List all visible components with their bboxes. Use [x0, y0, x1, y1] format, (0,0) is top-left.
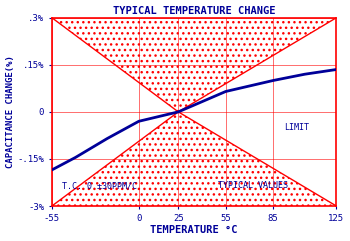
Text: LIMIT: LIMIT [284, 123, 309, 132]
Title: TYPICAL TEMPERATURE CHANGE: TYPICAL TEMPERATURE CHANGE [113, 6, 275, 16]
Text: TYPICAL VALUES: TYPICAL VALUES [218, 181, 288, 190]
Text: T.C. 0 ±30PPM/C: T.C. 0 ±30PPM/C [62, 181, 137, 190]
X-axis label: TEMPERATURE °C: TEMPERATURE °C [150, 225, 238, 235]
Y-axis label: CAPACITANCE CHANGE(%): CAPACITANCE CHANGE(%) [6, 55, 15, 168]
